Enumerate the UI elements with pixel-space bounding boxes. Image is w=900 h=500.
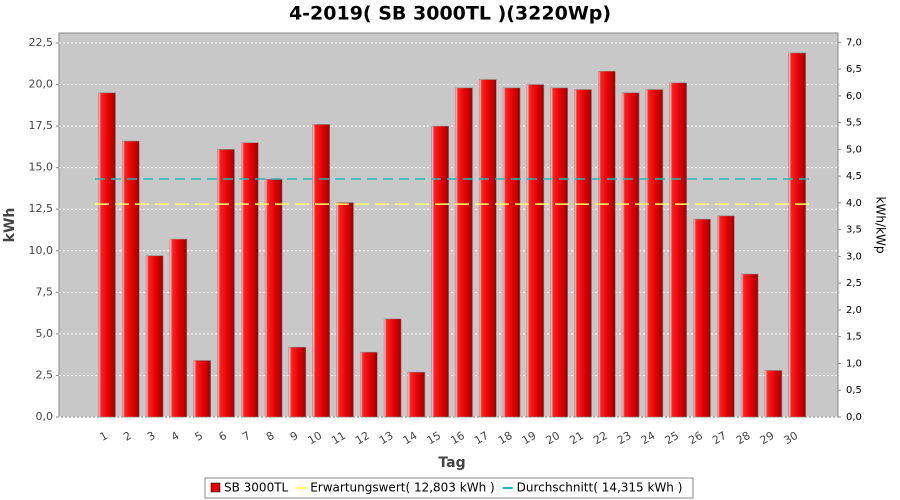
bar bbox=[336, 202, 354, 418]
bar bbox=[312, 124, 331, 418]
y2-tick-label: 5,5 bbox=[846, 118, 862, 129]
y2-tick-label: 5,0 bbox=[846, 144, 862, 155]
legend-label: Durchschnitt( 14,315 kWh ) bbox=[517, 481, 683, 495]
bar bbox=[502, 87, 521, 418]
bar bbox=[597, 70, 616, 418]
y-tick-label: 2,5 bbox=[36, 368, 54, 381]
y2-tick-label: 0,5 bbox=[846, 385, 862, 396]
y2-tick-label: 4,0 bbox=[846, 198, 862, 209]
y2-tick-label: 2,0 bbox=[846, 305, 862, 316]
x-tick-label: 21 bbox=[567, 429, 586, 447]
x-tick-label: 29 bbox=[758, 429, 777, 447]
y-tick-label: 5,0 bbox=[36, 327, 54, 340]
bar bbox=[669, 82, 688, 418]
x-axis-title: Tag bbox=[438, 455, 465, 471]
x-tick-label: 7 bbox=[240, 429, 253, 444]
bar bbox=[407, 371, 426, 418]
x-tick-label: 2 bbox=[121, 429, 134, 444]
legend-swatch bbox=[210, 482, 221, 493]
y2-axis-title: kWh/kWp bbox=[874, 197, 888, 254]
x-tick-label: 13 bbox=[377, 429, 396, 447]
y2-tick-label: 3,5 bbox=[846, 225, 862, 236]
y2-tick-label: 6,5 bbox=[846, 64, 862, 75]
y2-tick-label: 6,0 bbox=[846, 91, 862, 102]
x-tick-label: 4 bbox=[169, 429, 182, 444]
x-tick-label: 1 bbox=[97, 429, 110, 444]
x-tick-label: 12 bbox=[353, 429, 372, 447]
x-tick-label: 24 bbox=[639, 429, 658, 447]
y-tick-label: 22,5 bbox=[29, 36, 54, 49]
x-tick-label: 28 bbox=[734, 429, 753, 447]
bar bbox=[122, 140, 140, 418]
x-tick-label: 23 bbox=[615, 429, 634, 447]
y-tick-label: 10,0 bbox=[29, 244, 54, 257]
bar bbox=[478, 79, 497, 418]
x-tick-label: 11 bbox=[329, 429, 348, 447]
y-tick-label: 12,5 bbox=[29, 202, 54, 215]
bar bbox=[764, 370, 783, 418]
legend-label: SB 3000TL bbox=[224, 481, 289, 495]
bar bbox=[264, 178, 283, 418]
bar bbox=[193, 360, 211, 418]
x-tick-label: 14 bbox=[401, 429, 420, 447]
x-tick-label: 9 bbox=[288, 429, 301, 444]
x-tick-label: 16 bbox=[448, 429, 467, 447]
y2-tick-label: 4,5 bbox=[846, 171, 862, 182]
y-axis-title: kWh bbox=[2, 208, 18, 243]
y-tick-label: 0,0 bbox=[36, 410, 54, 423]
y2-tick-label: 1,0 bbox=[846, 358, 862, 369]
y-tick-label: 17,5 bbox=[29, 119, 54, 132]
bar bbox=[98, 92, 116, 418]
bar bbox=[740, 273, 759, 418]
x-tick-label: 19 bbox=[520, 429, 539, 447]
bar bbox=[621, 92, 640, 418]
bar bbox=[455, 87, 473, 418]
y2-tick-label: 7,0 bbox=[846, 37, 862, 48]
bar bbox=[145, 255, 164, 418]
x-tick-label: 26 bbox=[686, 429, 705, 447]
bar bbox=[241, 142, 259, 418]
y2-tick-label: 1,5 bbox=[846, 332, 862, 343]
bar bbox=[788, 52, 807, 418]
legend-label: Erwartungswert( 12,803 kWh ) bbox=[310, 481, 494, 495]
x-tick-label: 10 bbox=[306, 429, 325, 447]
x-tick-label: 18 bbox=[496, 429, 515, 447]
bar bbox=[359, 351, 378, 418]
bar bbox=[431, 125, 450, 418]
x-tick-label: 30 bbox=[782, 429, 801, 447]
y2-tick-label: 2,5 bbox=[846, 278, 862, 289]
bar bbox=[645, 89, 664, 418]
bar bbox=[574, 89, 592, 418]
x-tick-label: 6 bbox=[216, 429, 229, 444]
bar bbox=[217, 149, 235, 418]
chart-title: 4-2019( SB 3000TL )(3220Wp) bbox=[289, 3, 611, 25]
x-tick-label: 8 bbox=[264, 429, 277, 444]
legend bbox=[204, 477, 694, 499]
bar bbox=[716, 215, 735, 418]
bar bbox=[169, 238, 188, 418]
x-tick-label: 22 bbox=[591, 429, 610, 447]
y-tick-label: 20,0 bbox=[29, 78, 54, 91]
x-tick-label: 3 bbox=[145, 429, 158, 444]
y-tick-label: 15,0 bbox=[29, 161, 54, 174]
bar bbox=[288, 346, 307, 418]
x-tick-label: 5 bbox=[193, 429, 206, 444]
x-tick-label: 20 bbox=[544, 429, 563, 447]
y-tick-label: 7,5 bbox=[36, 285, 54, 298]
bar bbox=[550, 87, 569, 418]
bar bbox=[383, 318, 402, 418]
x-tick-label: 27 bbox=[710, 429, 729, 447]
y2-tick-label: 0,0 bbox=[846, 412, 862, 423]
x-tick-label: 25 bbox=[663, 429, 682, 447]
bar bbox=[693, 218, 711, 418]
x-tick-label: 15 bbox=[425, 429, 444, 447]
x-tick-label: 17 bbox=[472, 429, 491, 447]
y2-tick-label: 3,0 bbox=[846, 251, 862, 262]
bar bbox=[526, 84, 545, 418]
